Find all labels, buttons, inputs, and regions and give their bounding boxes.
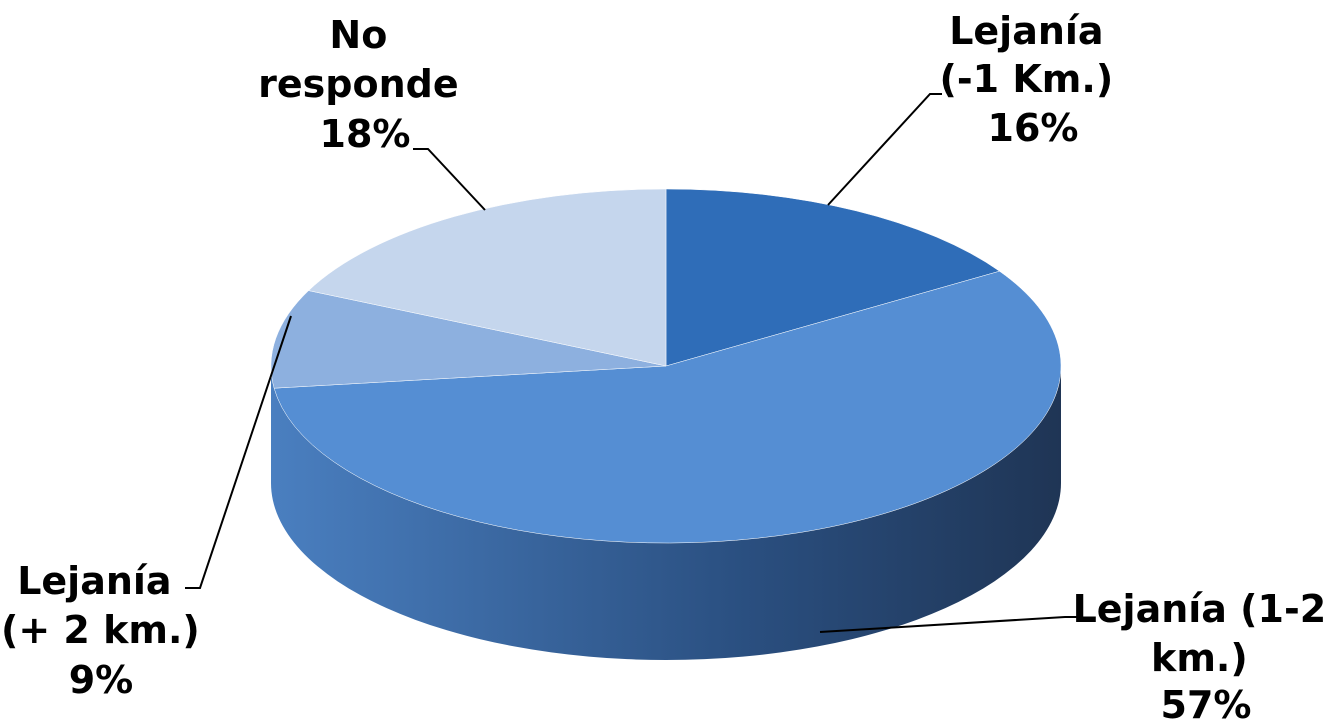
pie-slice-2 bbox=[270, 290, 667, 389]
label-lejania-1km: Lejanía (-1 Km.) 16% bbox=[940, 9, 1127, 150]
leader-line-lejania-plus2km bbox=[185, 315, 292, 589]
pie-slice-0 bbox=[665, 188, 1001, 367]
label-lejania-1-2km-line2: km.) bbox=[1151, 636, 1248, 680]
label-lejania-1-2km-line1: Lejanía (1-2 bbox=[1073, 587, 1327, 631]
label-lejania-1km-pct: 16% bbox=[988, 106, 1079, 150]
pie-slice-1 bbox=[273, 270, 1062, 544]
label-lejania-plus2km-pct: 9% bbox=[69, 658, 134, 702]
label-lejania-plus2km-line1: Lejanía bbox=[17, 559, 171, 603]
pie-slice-3 bbox=[308, 188, 667, 367]
label-lejania-1-2km-pct: 57% bbox=[1161, 683, 1252, 721]
label-lejania-plus2km: Lejanía (+ 2 km.) 9% bbox=[1, 559, 213, 702]
pie-side-wall bbox=[271, 366, 1061, 660]
label-lejania-plus2km-line2: (+ 2 km.) bbox=[1, 608, 200, 652]
label-no-responde: No responde 18% bbox=[258, 13, 472, 156]
label-no-responde-pct: 18% bbox=[320, 112, 411, 156]
leader-line-no-responde bbox=[413, 148, 486, 211]
leader-line-lejania-1-2km bbox=[819, 616, 1080, 633]
leader-line-lejania-1km bbox=[827, 93, 942, 206]
label-lejania-1-2km: Lejanía (1-2 km.) 57% bbox=[1073, 587, 1336, 721]
label-lejania-1km-line2: (-1 Km.) bbox=[940, 57, 1114, 101]
pie-slices bbox=[270, 188, 1062, 544]
label-lejania-1km-line1: Lejanía bbox=[949, 9, 1103, 53]
label-no-responde-line1: No bbox=[329, 13, 387, 57]
label-no-responde-line2: responde bbox=[258, 62, 458, 106]
